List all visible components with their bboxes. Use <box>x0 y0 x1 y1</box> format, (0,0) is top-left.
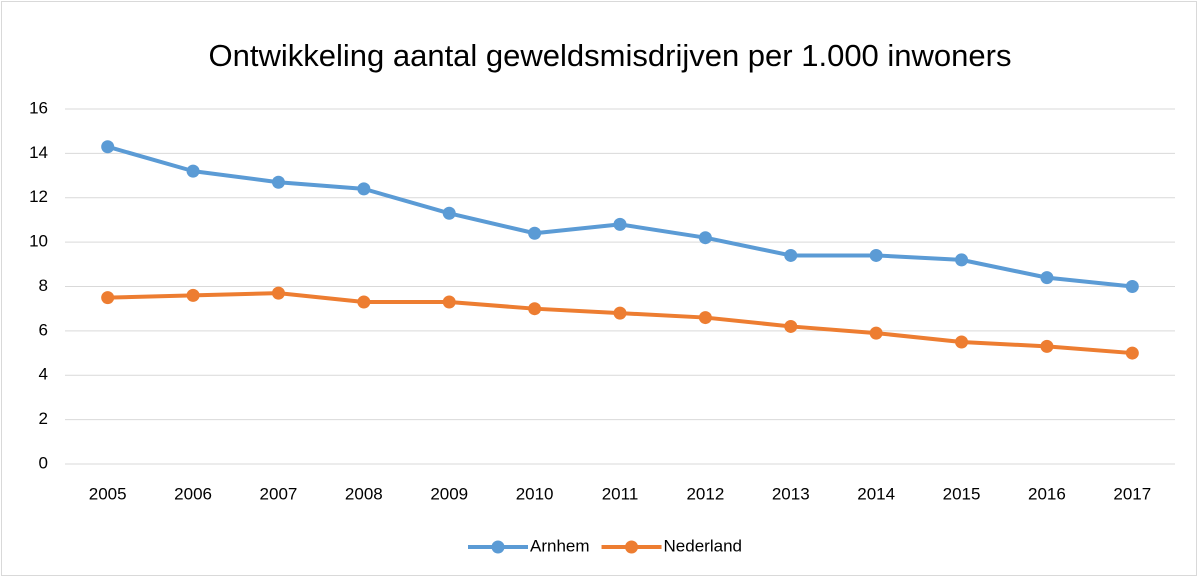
data-point <box>186 288 200 302</box>
data-point <box>784 319 798 333</box>
y-tick-label: 4 <box>39 365 48 384</box>
x-tick-label: 2006 <box>174 484 212 503</box>
legend-label: Arnhem <box>530 536 590 555</box>
y-tick-label: 16 <box>29 98 48 117</box>
data-point <box>1040 339 1054 353</box>
data-point <box>271 175 285 189</box>
data-point <box>357 295 371 309</box>
y-tick-label: 10 <box>29 232 48 251</box>
x-tick-label: 2010 <box>516 484 554 503</box>
data-point <box>442 206 456 220</box>
data-point <box>528 226 542 240</box>
chart-title: Ontwikkeling aantal geweldsmisdrijven pe… <box>209 38 1012 73</box>
x-tick-label: 2005 <box>89 484 127 503</box>
data-point <box>271 286 285 300</box>
x-tick-label: 2012 <box>686 484 724 503</box>
data-point <box>442 295 456 309</box>
data-point <box>1125 346 1139 360</box>
x-tick-label: 2017 <box>1113 484 1151 503</box>
x-tick-label: 2008 <box>345 484 383 503</box>
x-tick-label: 2014 <box>857 484 895 503</box>
x-tick-label: 2013 <box>772 484 810 503</box>
y-tick-label: 2 <box>39 409 48 428</box>
data-point <box>698 311 712 325</box>
y-tick-label: 8 <box>39 276 48 295</box>
x-tick-label: 2007 <box>260 484 298 503</box>
data-point <box>357 182 371 196</box>
data-point <box>955 253 969 267</box>
y-tick-label: 6 <box>39 320 48 339</box>
data-point <box>1125 280 1139 293</box>
data-point <box>528 302 542 316</box>
y-tick-label: 0 <box>39 453 48 472</box>
x-tick-label: 2015 <box>943 484 981 503</box>
data-point <box>613 306 627 320</box>
data-point <box>869 326 883 340</box>
legend-marker <box>625 540 639 554</box>
data-point <box>784 248 798 262</box>
legend-marker <box>491 540 505 554</box>
x-tick-label: 2009 <box>430 484 468 503</box>
data-point <box>613 217 627 231</box>
data-point <box>101 140 115 154</box>
x-tick-label: 2016 <box>1028 484 1066 503</box>
x-tick-label: 2011 <box>602 484 639 503</box>
data-point <box>186 164 200 178</box>
y-tick-label: 14 <box>29 143 48 162</box>
data-point <box>101 291 115 305</box>
y-tick-label: 12 <box>29 187 48 206</box>
data-point <box>698 231 712 245</box>
data-point <box>1040 271 1054 285</box>
legend-label: Nederland <box>664 536 742 555</box>
data-point <box>869 248 883 262</box>
data-point <box>955 335 969 349</box>
